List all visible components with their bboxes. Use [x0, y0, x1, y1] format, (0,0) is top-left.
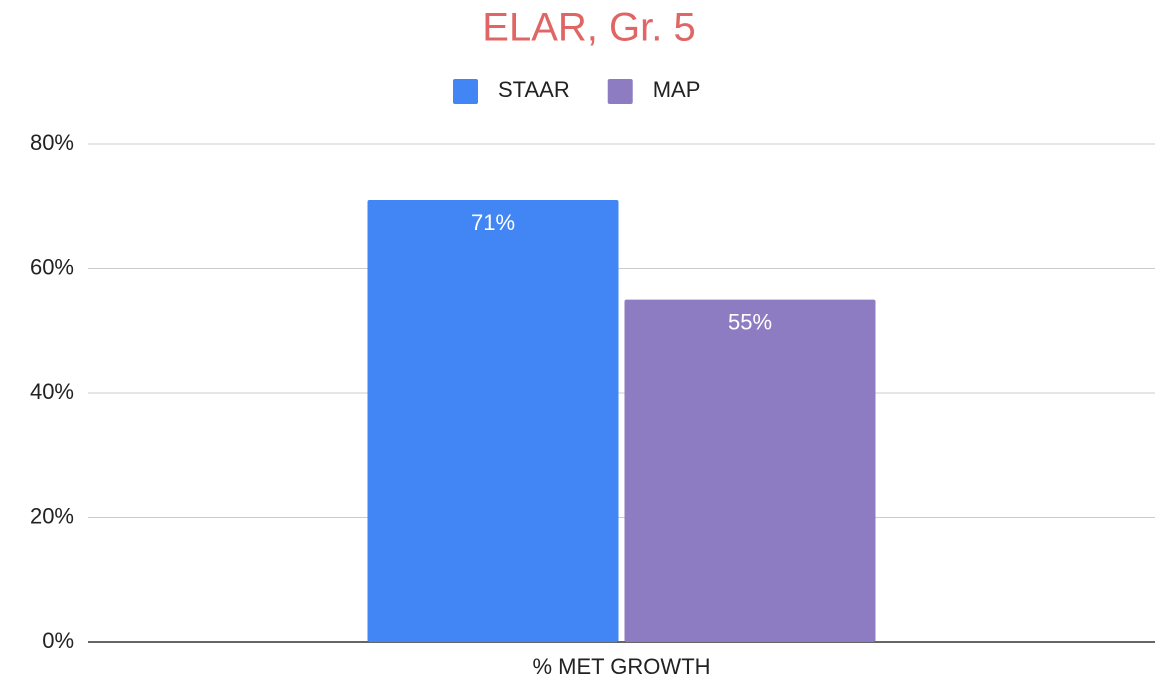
value-label: 55% — [728, 309, 772, 334]
bar — [367, 200, 619, 642]
y-tick-label: 20% — [30, 503, 74, 528]
y-tick-label: 60% — [30, 254, 74, 279]
legend-label: STAAR — [498, 77, 570, 102]
chart-title: ELAR, Gr. 5 — [482, 6, 695, 50]
y-tick-label: 80% — [30, 130, 74, 155]
legend-swatch — [453, 79, 478, 104]
x-tick-label: % MET GROWTH — [532, 654, 710, 679]
legend-swatch — [607, 79, 633, 104]
y-tick-label: 40% — [30, 379, 74, 404]
bar — [624, 299, 876, 642]
value-label: 71% — [471, 210, 515, 235]
y-tick-label: 0% — [42, 628, 74, 653]
legend-label: MAP — [653, 77, 701, 102]
